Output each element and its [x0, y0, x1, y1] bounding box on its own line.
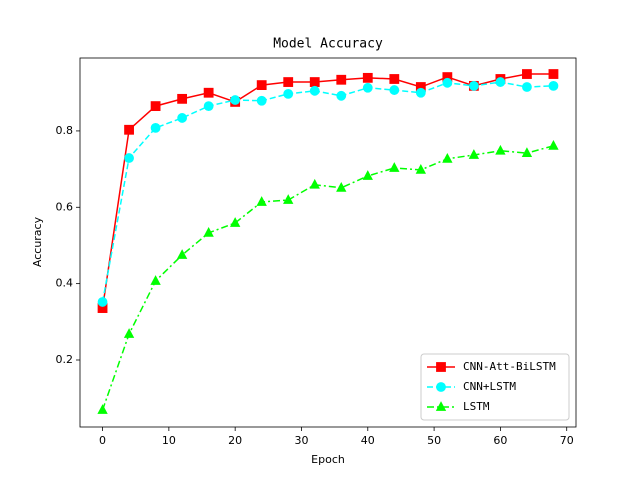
marker [177, 93, 188, 104]
marker [521, 147, 533, 157]
legend-marker [436, 382, 446, 392]
legend-label: CNN+LSTM [463, 380, 516, 393]
x-tick-label: 60 [493, 434, 507, 447]
legend-marker [435, 401, 447, 411]
marker [389, 162, 400, 172]
legend-box [420, 353, 570, 421]
legend-label: LSTM [463, 400, 490, 413]
marker [97, 297, 108, 307]
marker [522, 82, 532, 92]
y-tick-label: 0.8 [56, 124, 74, 137]
marker [468, 149, 480, 159]
marker [548, 69, 559, 79]
x-axis-label: Epoch [311, 453, 345, 466]
x-tick-label: 0 [99, 434, 106, 447]
marker [309, 77, 320, 87]
marker [548, 139, 559, 150]
marker [309, 178, 320, 189]
marker [124, 153, 134, 163]
x-tick-label: 30 [294, 434, 308, 447]
y-tick-label: 0.4 [56, 277, 74, 290]
marker [362, 72, 373, 83]
x-tick-label: 20 [228, 434, 242, 447]
marker [336, 181, 347, 192]
axes-frame [79, 57, 577, 428]
legend-label: CNN-Att-BiLSTM [463, 360, 556, 373]
marker [389, 74, 400, 84]
marker [124, 124, 134, 135]
marker [256, 95, 267, 106]
marker [362, 82, 373, 93]
marker [548, 80, 559, 91]
marker [336, 90, 347, 101]
marker [495, 77, 506, 87]
y-tick-label: 0.2 [56, 353, 74, 366]
y-axis-label: Accuracy [31, 216, 44, 267]
marker [203, 101, 214, 112]
marker [495, 144, 506, 155]
marker [203, 227, 214, 237]
marker [442, 77, 453, 88]
marker [283, 88, 294, 99]
marker [150, 122, 161, 133]
marker [150, 101, 161, 112]
x-tick-label: 70 [560, 434, 574, 447]
marker [415, 164, 426, 174]
chart-title: Model Accuracy [273, 37, 383, 52]
marker [97, 404, 108, 414]
marker [362, 170, 373, 180]
marker [283, 194, 294, 204]
marker [256, 80, 267, 91]
y-tick-label: 0.6 [56, 200, 74, 213]
marker [177, 113, 188, 123]
x-tick-label: 10 [162, 434, 176, 447]
marker [230, 217, 241, 227]
marker [176, 249, 188, 259]
marker [389, 85, 400, 95]
marker [309, 85, 320, 96]
marker [150, 275, 161, 285]
marker [522, 69, 532, 79]
series-line [101, 145, 554, 411]
marker [256, 196, 267, 206]
marker [123, 328, 135, 338]
marker [336, 74, 347, 85]
marker [283, 77, 294, 87]
marker [442, 152, 453, 163]
marker [203, 87, 214, 98]
marker [468, 80, 479, 91]
x-tick-label: 50 [427, 434, 441, 447]
marker [230, 95, 241, 105]
legend-marker [436, 362, 446, 372]
marker [415, 87, 426, 98]
x-tick-label: 40 [361, 434, 375, 447]
